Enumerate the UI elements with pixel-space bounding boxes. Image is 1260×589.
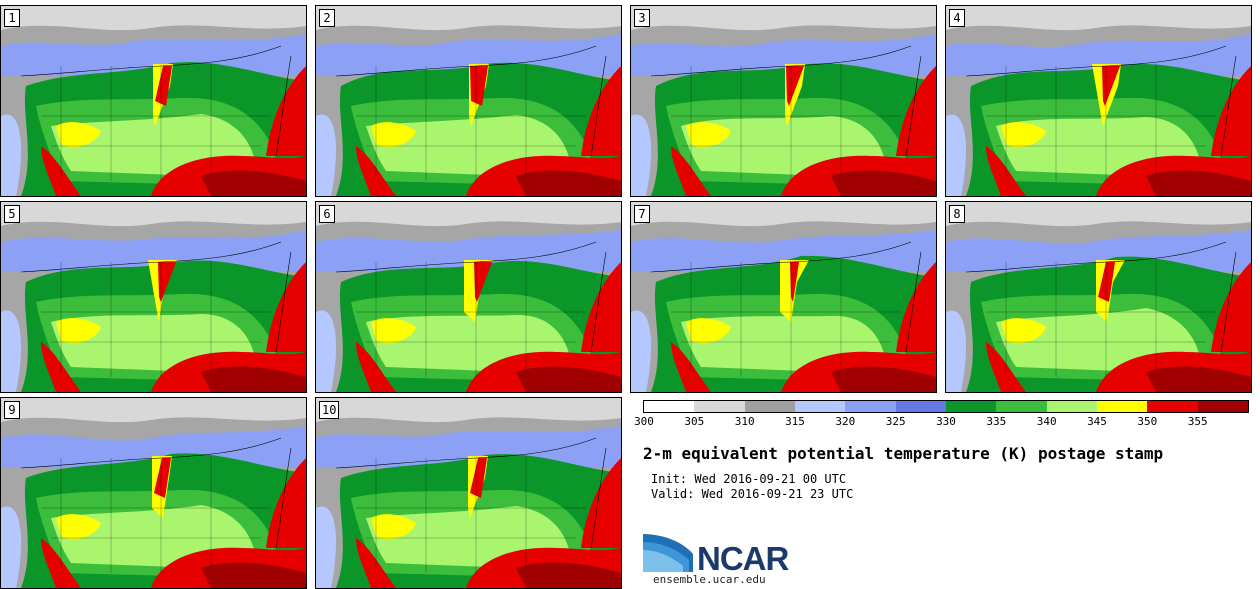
colorbar-swatch [1147, 401, 1198, 412]
colorbar-swatch [1046, 401, 1097, 412]
member-number-label: 4 [949, 9, 965, 27]
member-number-label: 6 [319, 205, 335, 223]
colorbar-tick-label: 315 [785, 415, 805, 428]
member-number-label: 7 [634, 205, 650, 223]
ensemble-member-map: 7 [630, 201, 937, 393]
colorbar-swatch [794, 401, 846, 412]
ensemble-member-map: 2 [315, 5, 622, 197]
ensemble-member-map: 3 [630, 5, 937, 197]
ensemble-member-map: 5 [0, 201, 307, 393]
member-number-label: 10 [319, 401, 340, 419]
member-number-label: 3 [634, 9, 650, 27]
ensemble-member-map: 4 [945, 5, 1252, 197]
site-url[interactable]: ensemble.ucar.edu [653, 573, 766, 586]
logo-wordmark: NCAR [697, 540, 789, 577]
member-number-label: 1 [4, 9, 20, 27]
ensemble-member-map: 9 [0, 397, 307, 589]
colorbar-swatch [895, 401, 946, 412]
colorbar-swatch [945, 401, 997, 412]
colorbar [643, 400, 1249, 413]
member-number-label: 5 [4, 205, 20, 223]
colorbar-tick-label: 345 [1087, 415, 1107, 428]
member-number-label: 2 [319, 9, 335, 27]
ensemble-member-map: 1 [0, 5, 307, 197]
colorbar-tick-label: 335 [986, 415, 1007, 428]
colorbar-swatch [1197, 401, 1248, 412]
colorbar-tick-label: 325 [885, 415, 906, 428]
colorbar-tick-label: 355 [1187, 415, 1208, 428]
colorbar-tick-label: 330 [936, 415, 956, 428]
member-number-label: 8 [949, 205, 965, 223]
ensemble-member-map: 6 [315, 201, 622, 393]
colorbar-tick-label: 350 [1137, 415, 1158, 428]
colorbar-tick-label: 300 [634, 415, 654, 428]
colorbar-swatch [1096, 401, 1148, 412]
valid-time: Valid: Wed 2016-09-21 23 UTC [651, 487, 854, 501]
ensemble-member-map: 10 [315, 397, 622, 589]
colorbar-tick-label: 320 [835, 415, 856, 428]
colorbar-tick-label: 310 [734, 415, 755, 428]
plot-title: 2-m equivalent potential temperature (K)… [643, 444, 1164, 463]
colorbar-tick-label: 340 [1036, 415, 1057, 428]
colorbar-swatch [644, 401, 695, 412]
colorbar-swatch [996, 401, 1047, 412]
ensemble-member-map: 8 [945, 201, 1252, 393]
ncar-logo-icon [643, 534, 693, 572]
member-number-label: 9 [4, 401, 20, 419]
init-time: Init: Wed 2016-09-21 00 UTC [651, 472, 847, 486]
colorbar-tick-label: 305 [684, 415, 705, 428]
colorbar-swatch [694, 401, 745, 412]
colorbar-swatch [845, 401, 896, 412]
colorbar-swatch [744, 401, 795, 412]
